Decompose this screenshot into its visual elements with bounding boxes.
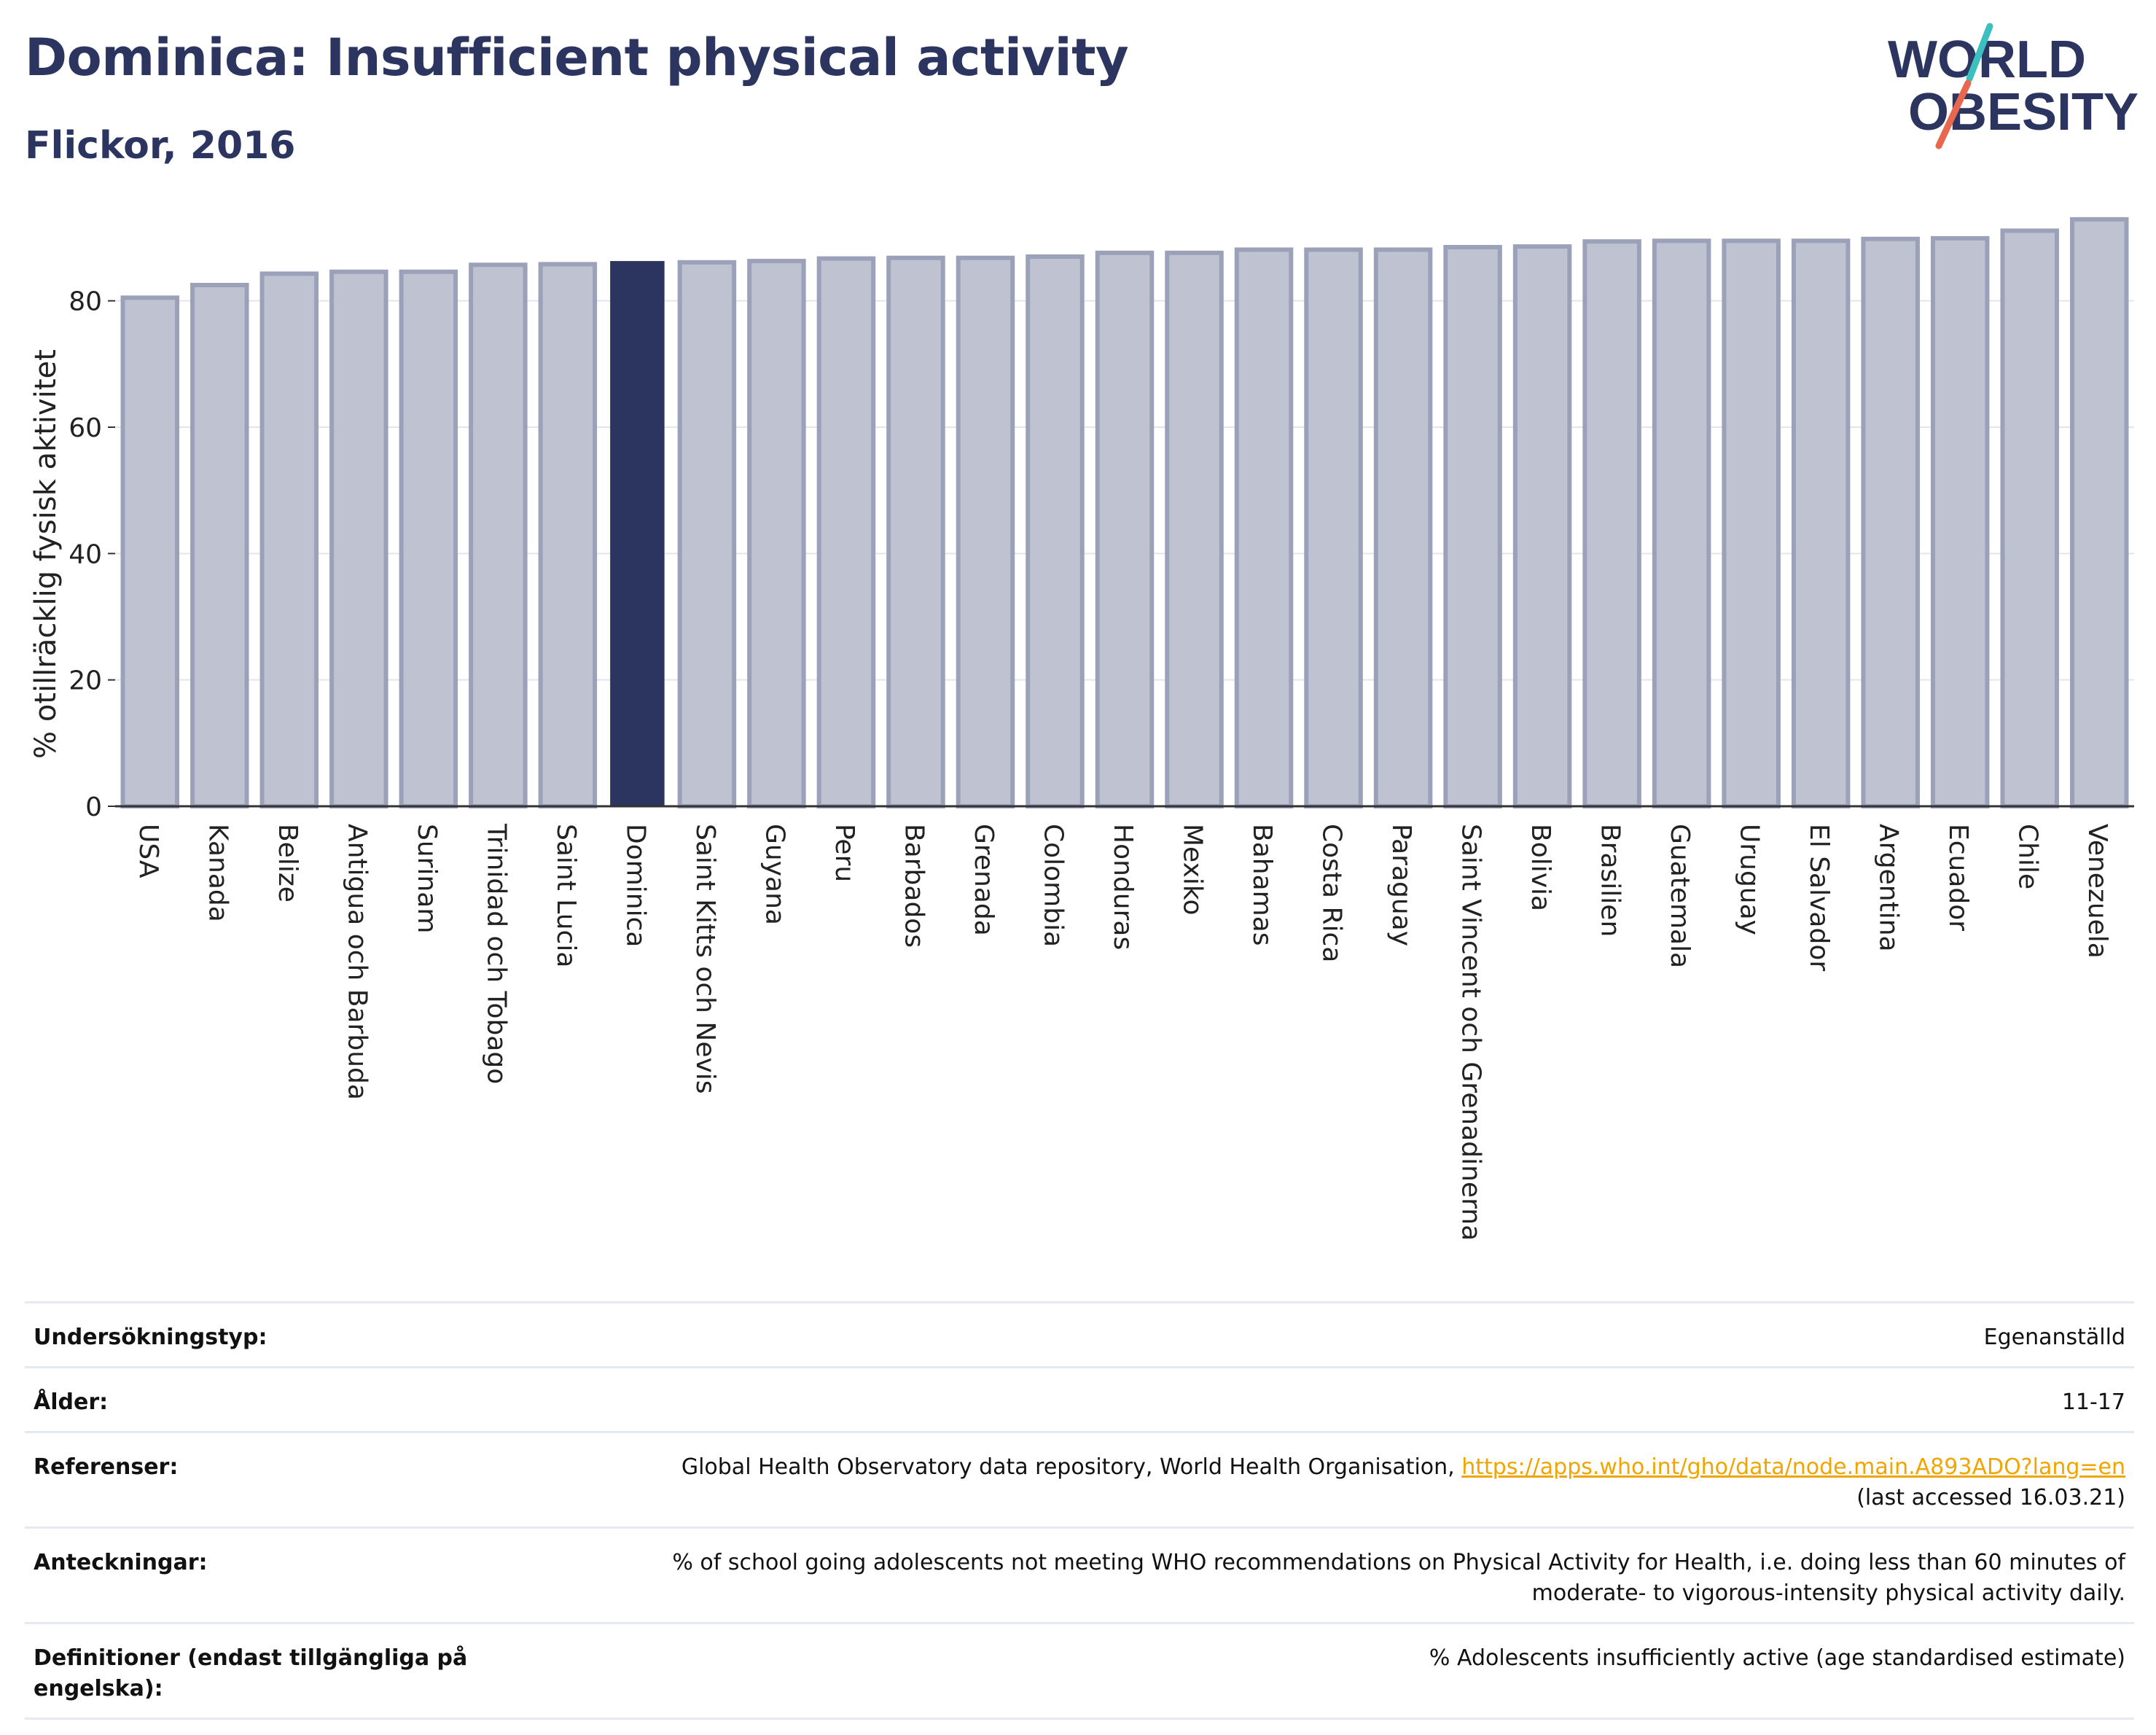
y-tick-label: 0	[85, 792, 102, 822]
bar	[1652, 238, 1711, 809]
info-key: Anteckningar:	[34, 1550, 208, 1575]
x-tick-label: Uruguay	[1735, 824, 1765, 935]
bar	[886, 255, 945, 808]
info-key: Referenser:	[34, 1454, 179, 1480]
y-tick-label: 80	[69, 287, 102, 317]
x-tick-label: Saint Lucia	[551, 824, 581, 967]
bar	[1791, 238, 1851, 809]
x-tick-label: Antigua och Barbuda	[342, 824, 372, 1100]
x-tick-labels: USA Kanada Belize Antigua och Barbuda Surina…	[133, 823, 2112, 1241]
y-tick-labels: 0 20 40 60 80	[69, 287, 115, 822]
bar	[1373, 247, 1433, 808]
info-table: Undersökningstyp: Egenanställd Ålder: 11…	[25, 1301, 2134, 1720]
x-tick-label: Guyana	[759, 824, 789, 925]
info-key: Definitioner (endast tillgängliga på eng…	[34, 1645, 468, 1701]
bar	[190, 283, 249, 808]
bar	[329, 269, 388, 808]
info-value: Egenanställd	[1983, 1325, 2125, 1350]
x-tick-label: Bahamas	[1247, 824, 1277, 946]
bar	[2000, 228, 2059, 808]
info-value: % of school going adolescents not meetin…	[672, 1550, 2125, 1606]
x-tick-label: Guatemala	[1665, 824, 1695, 968]
bar	[120, 295, 180, 809]
bar	[1304, 247, 1363, 808]
bar	[259, 271, 319, 808]
y-tick-label: 20	[69, 666, 102, 696]
logo-slash-bottom	[1935, 79, 1972, 149]
x-tick-label: Kanada	[203, 824, 233, 922]
x-tick-label: Ecuador	[1943, 824, 1973, 931]
reference-accessed: (last accessed 16.03.21)	[1856, 1485, 2125, 1510]
x-tick-label: Paraguay	[1386, 824, 1416, 946]
reference-text: Global Health Observatory data repositor…	[681, 1454, 1455, 1480]
logo-slash-top	[1966, 23, 1993, 82]
bar-chart: 0 20 40 60 80 USA Kanada Belize Antigua och Bar…	[29, 217, 2134, 1241]
info-value: Global Health Observatory data repositor…	[681, 1452, 2125, 1513]
bar	[677, 260, 737, 808]
bar	[538, 262, 598, 808]
bar	[1861, 236, 1920, 808]
x-tick-label: Argentina	[1874, 824, 1904, 952]
x-tick-label: Saint Vincent och Grenadinerna	[1456, 824, 1486, 1241]
page-subtitle: Flickor, 2016	[25, 124, 296, 168]
x-tick-label: Colombia	[1038, 824, 1068, 947]
bar	[1443, 245, 1502, 808]
bar	[1234, 247, 1294, 808]
bar	[956, 255, 1015, 808]
reference-link[interactable]: https://apps.who.int/gho/data/node.main.…	[1461, 1454, 2125, 1480]
x-tick-label: Mexiko	[1178, 824, 1208, 915]
x-tick-label: Brasilien	[1595, 824, 1625, 937]
bar	[469, 262, 528, 808]
info-row-notes: Anteckningar: % of school going adolesce…	[25, 1527, 2134, 1622]
page-title: Dominica: Insufficient physical activity	[25, 28, 1129, 87]
x-tick-label: Grenada	[969, 824, 999, 936]
bar	[747, 259, 806, 809]
x-tick-label: Trinidad och Tobago	[481, 823, 511, 1084]
x-tick-label: Saint Kitts och Nevis	[690, 824, 720, 1094]
bar	[1165, 250, 1224, 808]
x-tick-label: Peru	[829, 824, 859, 882]
x-tick-label: Venezuela	[2082, 824, 2112, 959]
x-tick-label: Honduras	[1108, 824, 1138, 950]
bar	[1930, 235, 1990, 809]
x-tick-label: Bolivia	[1526, 824, 1555, 911]
bar	[816, 256, 876, 809]
x-tick-label: Dominica	[620, 824, 650, 948]
world-obesity-logo: WORLD OBESITY	[1888, 23, 2139, 149]
x-tick-label: Surinam	[412, 824, 442, 933]
info-row-definitions: Definitioner (endast tillgängliga på eng…	[25, 1622, 2134, 1720]
x-tick-label: El Salvador	[1804, 824, 1834, 971]
y-tick-label: 60	[69, 413, 102, 443]
bar	[1582, 239, 1641, 808]
info-key: Undersökningstyp:	[34, 1325, 267, 1350]
info-row-references: Referenser: Global Health Observatory da…	[25, 1431, 2134, 1527]
bars	[120, 217, 2129, 809]
bar-highlighted	[610, 261, 665, 807]
info-value: % Adolescents insufficiently active (age…	[1429, 1645, 2125, 1671]
bar	[2069, 217, 2129, 809]
info-value: 11-17	[2061, 1389, 2125, 1415]
bar	[1095, 250, 1155, 808]
bar	[1722, 238, 1781, 809]
bar	[399, 269, 458, 808]
x-tick-label: Costa Rica	[1317, 824, 1347, 962]
info-row-survey-type: Undersökningstyp: Egenanställd	[25, 1301, 2134, 1366]
x-tick-label: Chile	[2013, 824, 2043, 889]
info-row-age: Ålder: 11-17	[25, 1366, 2134, 1431]
info-key: Ålder:	[34, 1389, 109, 1415]
x-tick-label: USA	[133, 824, 163, 878]
x-tick-label: Barbados	[899, 824, 929, 948]
y-tick-label: 40	[69, 539, 102, 569]
x-tick-label: Belize	[273, 824, 302, 902]
y-axis-label: % otillräcklig fysisk aktivitet	[29, 349, 63, 759]
bar	[1026, 254, 1085, 808]
bar	[1512, 244, 1572, 808]
